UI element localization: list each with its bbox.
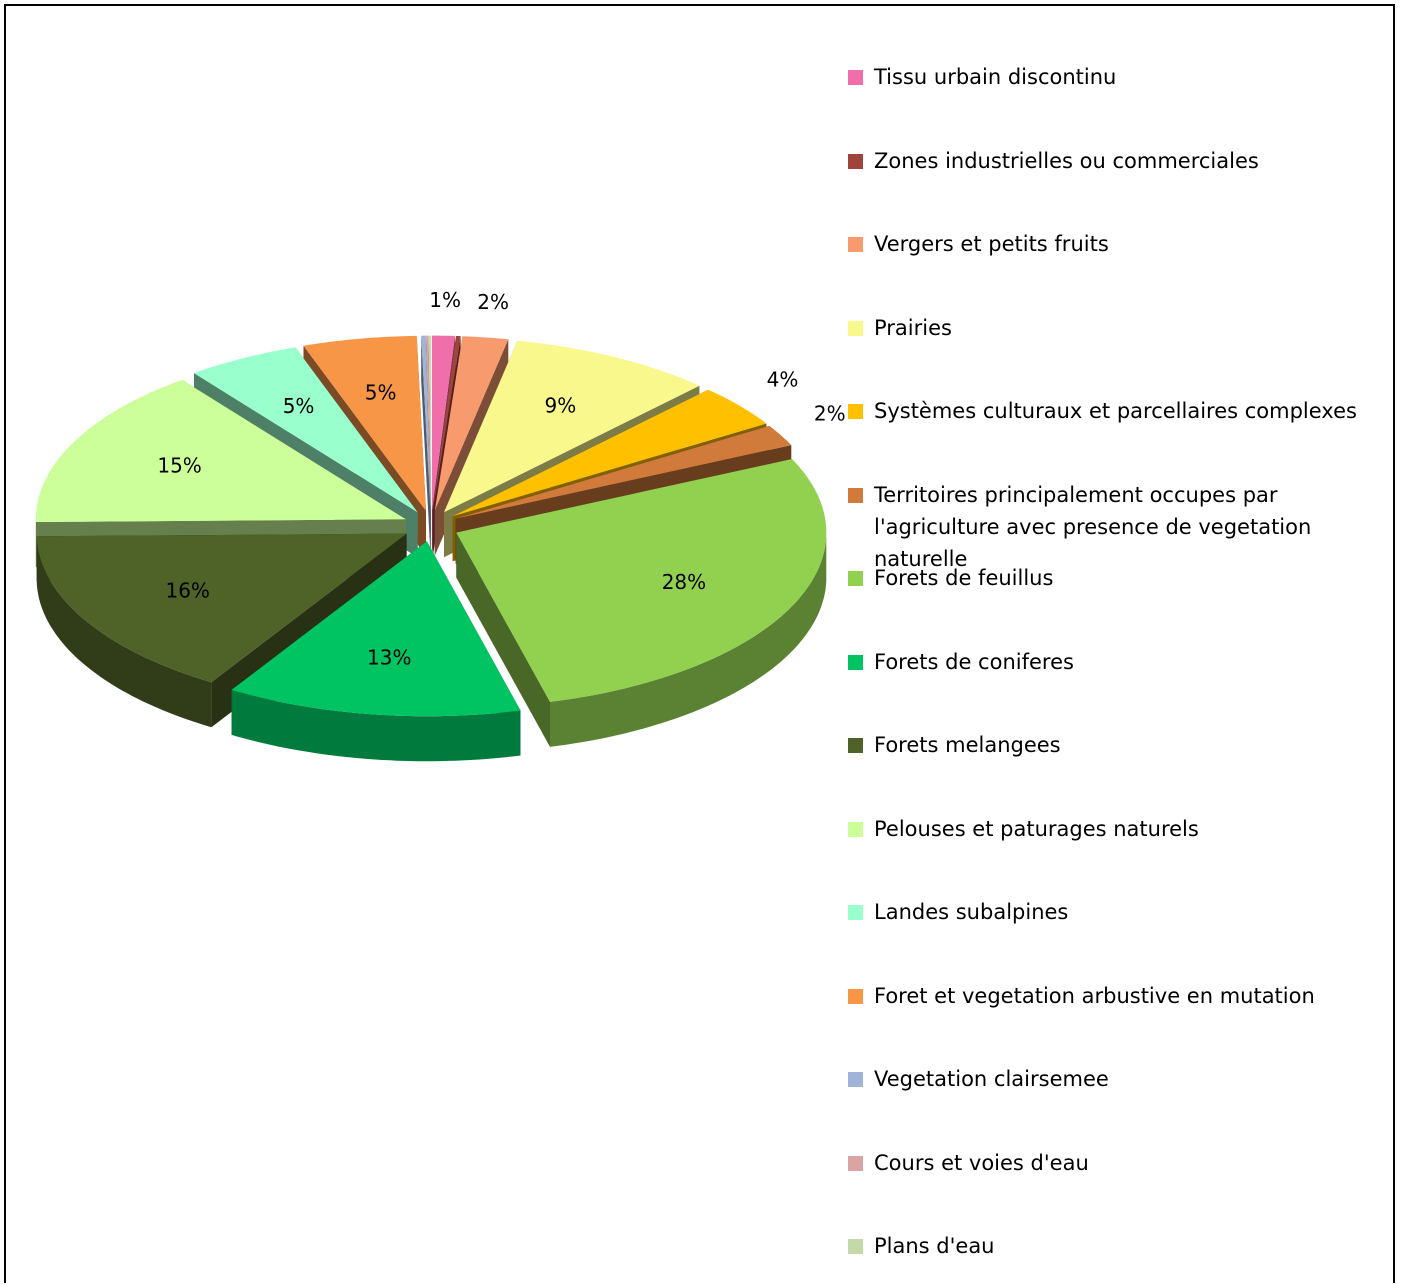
legend-label: Territoires principalement occupes par l… bbox=[874, 482, 1312, 571]
legend-swatch bbox=[848, 70, 863, 85]
legend-swatch bbox=[848, 1239, 863, 1254]
slice-top bbox=[431, 335, 455, 511]
slice-top bbox=[36, 533, 407, 683]
legend-label: Pelouses et paturages naturels bbox=[874, 816, 1199, 841]
slice-top bbox=[231, 541, 521, 717]
slice bbox=[231, 541, 521, 762]
slice-top bbox=[434, 336, 509, 511]
legend-swatch bbox=[848, 1155, 863, 1171]
data-label: 5% bbox=[283, 394, 315, 418]
slice-top bbox=[432, 336, 461, 511]
legend-label: Systèmes culturaux et parcellaires compl… bbox=[874, 399, 1357, 423]
data-label: 2% bbox=[477, 290, 509, 314]
data-label: 9% bbox=[544, 393, 576, 417]
slice-side bbox=[231, 689, 521, 762]
legend-swatch bbox=[848, 404, 863, 419]
legend-label: Landes subalpines bbox=[874, 900, 1069, 924]
legend-swatch bbox=[848, 487, 863, 503]
slice-radial-side bbox=[421, 335, 431, 556]
data-label: 2% bbox=[814, 401, 846, 425]
legend-swatch bbox=[848, 654, 863, 670]
legend-swatch bbox=[848, 237, 863, 252]
pie-area: 1% 2% 9% 4% 2% 28% 13% 16% 15% 5% 5% bbox=[35, 288, 846, 762]
slice-side bbox=[550, 532, 827, 747]
slice-top bbox=[303, 335, 426, 511]
slice-top bbox=[428, 335, 431, 511]
legend-label: Prairies bbox=[874, 315, 952, 340]
legend-label: Foret et vegetation arbustive en mutatio… bbox=[874, 983, 1315, 1008]
legend-swatch bbox=[848, 905, 863, 920]
slice-top bbox=[452, 389, 767, 517]
legend-swatch bbox=[848, 738, 863, 753]
slice-top bbox=[426, 335, 431, 511]
slice-top bbox=[35, 379, 406, 522]
legend-swatch bbox=[848, 320, 863, 336]
legend-swatch bbox=[848, 988, 863, 1004]
legend-label: Vergers et petits fruits bbox=[874, 232, 1109, 256]
slice-radial-side bbox=[456, 532, 550, 747]
slice bbox=[421, 335, 431, 556]
slice-top bbox=[194, 347, 418, 513]
legend-label: Forets melangees bbox=[874, 733, 1061, 757]
legend-label: Zones industrielles ou commerciales bbox=[874, 148, 1259, 173]
legend-label: Forets de coniferes bbox=[874, 649, 1074, 674]
legend-label: Cours et voies d'eau bbox=[874, 1150, 1089, 1175]
slice-side bbox=[36, 536, 212, 728]
data-label: 28% bbox=[662, 570, 706, 594]
legend-swatch bbox=[848, 153, 863, 169]
data-label: 16% bbox=[165, 579, 209, 603]
data-label: 13% bbox=[367, 645, 411, 669]
slice-top bbox=[444, 340, 700, 513]
data-label: 4% bbox=[767, 368, 799, 392]
legend-swatch bbox=[848, 1072, 863, 1087]
chart: 1% 2% 9% 4% 2% 28% 13% 16% 15% 5% 5% Tissu urbain … bbox=[4, 4, 1395, 1283]
legend-label: Plans d'eau bbox=[874, 1234, 995, 1258]
data-label: 5% bbox=[365, 380, 397, 404]
slice-top bbox=[455, 425, 792, 519]
data-label: 15% bbox=[157, 454, 201, 478]
legend-label: Vegetation clairsemee bbox=[874, 1067, 1109, 1091]
slice-top bbox=[456, 459, 827, 702]
legend-swatch bbox=[848, 571, 863, 586]
slice bbox=[456, 459, 827, 747]
legend-label: Forets de feuillus bbox=[874, 566, 1054, 590]
data-label: 1% bbox=[429, 288, 461, 312]
legend-label: Tissu urbain discontinu bbox=[874, 65, 1117, 89]
slice-top bbox=[421, 335, 431, 511]
legend-swatch bbox=[848, 821, 863, 837]
